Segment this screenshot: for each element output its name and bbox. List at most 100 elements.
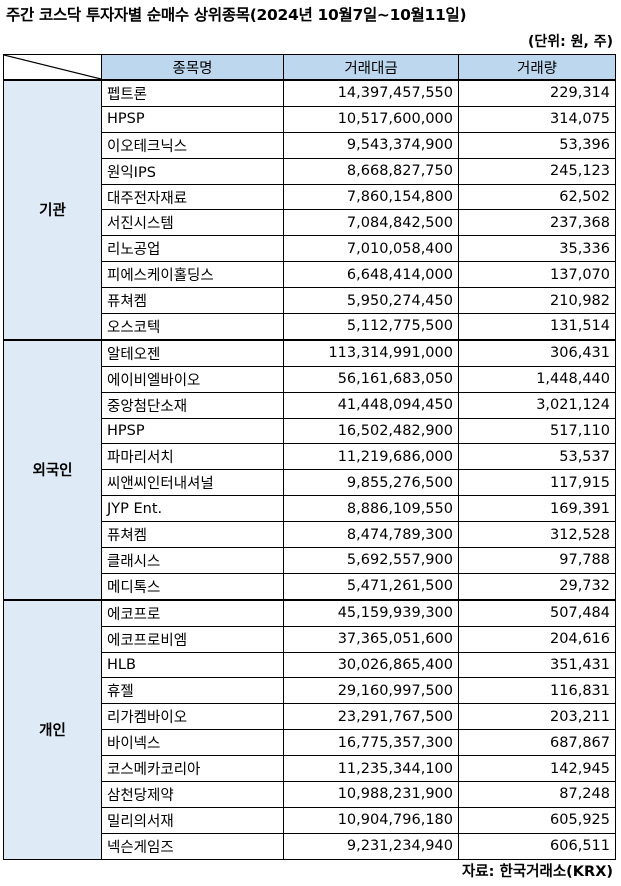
- trade-volume: 3,021,124: [458, 391, 616, 419]
- table-row: 원익IPS 8,668,827,750 245,123: [4, 157, 616, 185]
- stock-name: 밀리의서재: [101, 806, 284, 834]
- investor-group-label: 기관: [3, 79, 102, 341]
- stock-name: 메디톡스: [101, 572, 284, 601]
- trade-volume: 142,945: [458, 755, 616, 783]
- trade-amount: 8,474,789,300: [283, 521, 459, 549]
- trade-volume: 312,528: [458, 521, 616, 549]
- table-row: 오스코텍 5,112,775,500 131,514: [4, 313, 616, 341]
- trade-amount: 11,235,344,100: [283, 755, 459, 783]
- stock-name: 에이비엘바이오: [101, 365, 284, 393]
- stock-name: 리가켐바이오: [101, 703, 284, 731]
- table-row: 대주전자재료 7,860,154,800 62,502: [4, 183, 616, 211]
- trade-amount: 16,775,357,300: [283, 729, 459, 757]
- corner-cell: [3, 54, 102, 81]
- stock-name: 바이넥스: [101, 729, 284, 757]
- trade-volume: 237,368: [458, 209, 616, 237]
- trade-volume: 687,867: [458, 729, 616, 757]
- stock-name: HPSP: [101, 417, 284, 445]
- table-row: 에코프로비엠 37,365,051,600 204,616: [4, 625, 616, 653]
- trade-amount: 7,860,154,800: [283, 183, 459, 211]
- table-row: 서진시스템 7,084,842,500 237,368: [4, 209, 616, 237]
- group-section: 개인 에코프로 45,159,939,300 507,484 에코프로비엠 37,365,…: [3, 599, 616, 860]
- table-row: 기관 펩트론 14,397,457,550 229,314: [3, 79, 616, 341]
- diagonal-line: [4, 55, 101, 79]
- table-row: 메디톡스 5,471,261,500 29,732: [4, 572, 616, 601]
- trade-volume: 169,391: [458, 495, 616, 523]
- stock-name: 퓨쳐켐: [101, 521, 284, 549]
- header-amount: 거래대금: [283, 54, 459, 81]
- stock-name: 피에스케이홀딩스: [101, 261, 284, 289]
- table-row: 이오테크닉스 9,543,374,900 53,396: [4, 131, 616, 159]
- stock-name: 코스메카코리아: [101, 755, 284, 783]
- trade-volume: 53,396: [458, 131, 616, 159]
- stock-name: 에코프로: [101, 599, 284, 627]
- trade-amount: 5,471,261,500: [283, 572, 459, 601]
- trade-volume: 306,431: [458, 339, 616, 367]
- table-row: 외국인 알테오젠 113,314,991,000 306,431: [3, 339, 616, 601]
- trade-volume: 35,336: [458, 235, 616, 263]
- trade-amount: 11,219,686,000: [283, 443, 459, 471]
- header-row: 종목명 거래대금 거래량: [3, 54, 616, 81]
- stock-name: HPSP: [101, 105, 284, 133]
- trade-amount: 29,160,997,500: [283, 677, 459, 705]
- trade-amount: 45,159,939,300: [283, 599, 459, 627]
- source-note: 자료: 한국거래소(KRX): [461, 864, 613, 880]
- stock-name: JYP Ent.: [101, 495, 284, 523]
- trade-amount: 30,026,865,400: [283, 651, 459, 679]
- trade-amount: 14,397,457,550: [283, 79, 459, 107]
- trade-volume: 62,502: [458, 183, 616, 211]
- stock-name: 알테오젠: [101, 339, 284, 367]
- trade-amount: 16,502,482,900: [283, 417, 459, 445]
- table-row: 리노공업 7,010,058,400 35,336: [4, 235, 616, 263]
- trade-amount: 7,084,842,500: [283, 209, 459, 237]
- header-name: 종목명: [101, 54, 284, 81]
- trade-volume: 137,070: [458, 261, 616, 289]
- trade-amount: 8,668,827,750: [283, 157, 459, 185]
- table-row: 퓨쳐켐 5,950,274,450 210,982: [4, 287, 616, 315]
- trade-amount: 9,231,234,940: [283, 832, 459, 860]
- stock-name: 원익IPS: [101, 157, 284, 185]
- trade-volume: 245,123: [458, 157, 616, 185]
- trade-volume: 606,511: [458, 832, 616, 860]
- trade-volume: 29,732: [458, 572, 616, 601]
- trade-amount: 37,365,051,600: [283, 625, 459, 653]
- stock-name: 에코프로비엠: [101, 625, 284, 653]
- stock-name: 넥슨게임즈: [101, 832, 284, 860]
- trade-volume: 131,514: [458, 313, 616, 341]
- stock-name: HLB: [101, 651, 284, 679]
- trade-amount: 9,855,276,500: [283, 469, 459, 497]
- trade-amount: 6,648,414,000: [283, 261, 459, 289]
- stock-name: 휴젤: [101, 677, 284, 705]
- stock-name: 씨앤씨인터내셔널: [101, 469, 284, 497]
- table-row: 넥슨게임즈 9,231,234,940 606,511: [4, 832, 616, 860]
- investor-group-label: 개인: [3, 599, 102, 860]
- trade-volume: 605,925: [458, 806, 616, 834]
- table-row: 개인 에코프로 45,159,939,300 507,484: [3, 599, 616, 860]
- trade-volume: 116,831: [458, 677, 616, 705]
- stock-name: 중앙첨단소재: [101, 391, 284, 419]
- trade-volume: 87,248: [458, 781, 616, 808]
- trade-volume: 204,616: [458, 625, 616, 653]
- trade-volume: 210,982: [458, 287, 616, 315]
- table-row: 밀리의서재 10,904,796,180 605,925: [4, 806, 616, 834]
- table-row: JYP Ent. 8,886,109,550 169,391: [4, 495, 616, 523]
- net-buy-table: 종목명 거래대금 거래량 기관 펩트론 14,397,457,550 229,314 H…: [3, 54, 616, 860]
- stock-name: 퓨쳐켐: [101, 287, 284, 315]
- stock-name: 삼천당제약: [101, 781, 284, 808]
- stock-name: 클래시스: [101, 547, 284, 574]
- trade-amount: 5,950,274,450: [283, 287, 459, 315]
- trade-amount: 5,692,557,900: [283, 547, 459, 574]
- table-row: 퓨쳐켐 8,474,789,300 312,528: [4, 521, 616, 549]
- unit-note: (단위: 원, 주): [528, 34, 613, 50]
- trade-amount: 10,517,600,000: [283, 105, 459, 133]
- trade-volume: 203,211: [458, 703, 616, 731]
- trade-amount: 23,291,767,500: [283, 703, 459, 731]
- stock-name: 파마리서치: [101, 443, 284, 471]
- trade-volume: 97,788: [458, 547, 616, 574]
- trade-volume: 351,431: [458, 651, 616, 679]
- table-row: 피에스케이홀딩스 6,648,414,000 137,070: [4, 261, 616, 289]
- trade-amount: 10,988,231,900: [283, 781, 459, 808]
- report-title: 주간 코스닥 투자자별 순매수 상위종목(2024년 10월7일~10월11일): [6, 6, 467, 24]
- stock-name: 서진시스템: [101, 209, 284, 237]
- stock-name: 펩트론: [101, 79, 284, 107]
